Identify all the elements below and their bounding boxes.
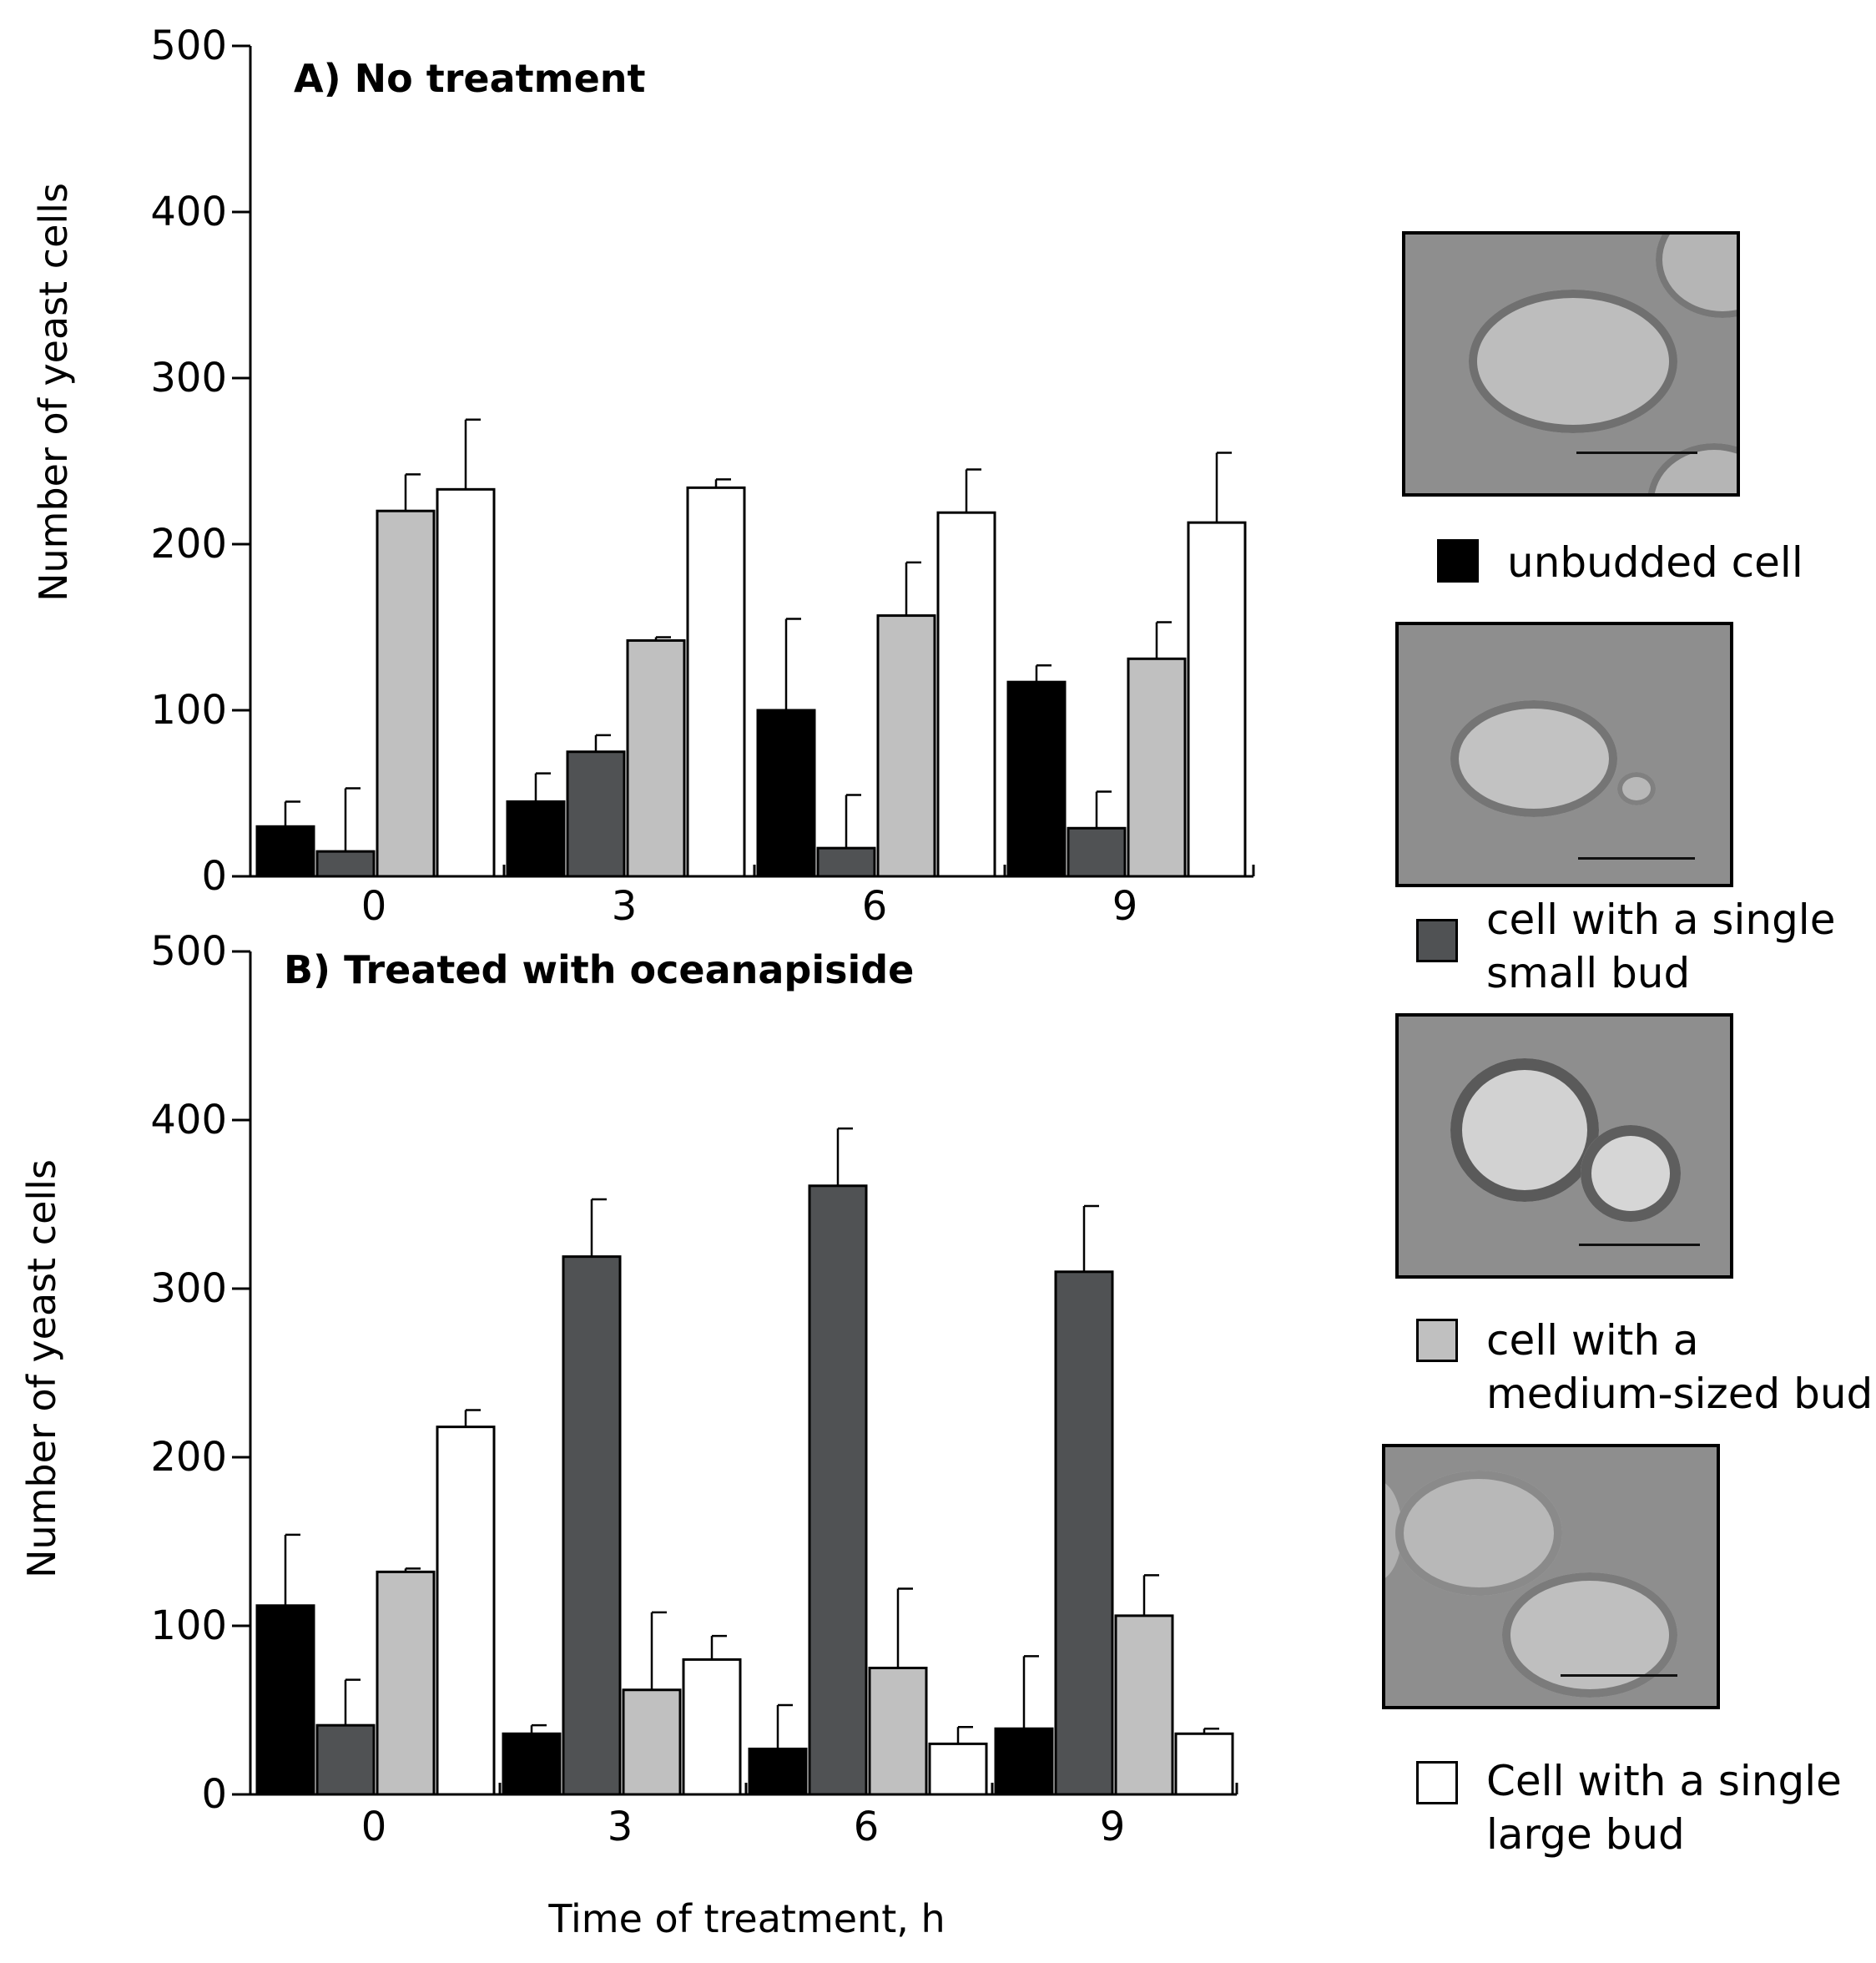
legend-label-unbudded-cell: unbudded cell bbox=[1507, 536, 1803, 589]
legend-line: small bud bbox=[1486, 949, 1691, 997]
bar bbox=[868, 1667, 928, 1796]
legend-swatch-medium-bud bbox=[1416, 1319, 1458, 1362]
legend-label-small-bud: cell with a single small bud bbox=[1486, 893, 1835, 1000]
legend-line: medium-sized bud bbox=[1486, 1370, 1873, 1418]
bar bbox=[994, 1727, 1054, 1796]
bar bbox=[928, 1742, 988, 1796]
micrograph-medium-bud bbox=[1395, 1013, 1733, 1279]
y-tick-label: 100 bbox=[150, 687, 227, 734]
x-tick-label: 0 bbox=[361, 1804, 387, 1850]
y-tick-label: 200 bbox=[150, 521, 227, 568]
bar bbox=[506, 800, 566, 878]
bar bbox=[1067, 826, 1127, 878]
x-tick-label: 3 bbox=[608, 1804, 633, 1850]
bar bbox=[622, 1688, 682, 1796]
bar bbox=[315, 850, 376, 878]
panel-a-y-axis-label: Number of yeast cells bbox=[31, 183, 76, 602]
legend-label-medium-bud: cell with a medium-sized bud bbox=[1486, 1314, 1873, 1421]
bar bbox=[626, 638, 686, 878]
bar bbox=[436, 1426, 496, 1796]
bar bbox=[1006, 680, 1067, 878]
panel-b-y-axis-label: Number of yeast cells bbox=[19, 1159, 64, 1578]
bar bbox=[686, 486, 746, 878]
x-tick-label: 9 bbox=[1100, 1804, 1126, 1850]
micrograph-unbudded-cell bbox=[1402, 231, 1740, 497]
panel-a-title: A) No treatment bbox=[294, 56, 646, 101]
y-tick-label: 0 bbox=[201, 853, 227, 900]
x-tick-label: 6 bbox=[862, 883, 888, 930]
panel-b-title: B) Treated with oceanapiside bbox=[284, 947, 914, 992]
panel-b: B) Treated with oceanapiside Number of y… bbox=[19, 928, 1238, 1850]
bar bbox=[808, 1184, 868, 1796]
legend-line: cell with a single bbox=[1486, 896, 1836, 944]
legend-swatch-unbudded-cell bbox=[1437, 539, 1479, 583]
y-tick-label: 200 bbox=[150, 1434, 227, 1481]
y-tick-label: 500 bbox=[150, 928, 227, 975]
legend-swatch-large-bud bbox=[1416, 1761, 1458, 1804]
y-tick-label: 0 bbox=[201, 1771, 227, 1818]
bar bbox=[1187, 521, 1247, 878]
bar bbox=[1054, 1270, 1114, 1796]
bar bbox=[816, 846, 876, 878]
y-tick-label: 300 bbox=[150, 355, 227, 401]
legend-line: large bud bbox=[1486, 1810, 1685, 1859]
bar bbox=[1127, 657, 1187, 878]
bar bbox=[1114, 1614, 1174, 1796]
x-tick-label: 3 bbox=[612, 883, 638, 930]
legend-line: unbudded cell bbox=[1507, 538, 1803, 587]
micrograph-small-bud bbox=[1395, 622, 1733, 887]
bar bbox=[255, 825, 315, 878]
bar bbox=[376, 1570, 436, 1796]
y-tick-label: 400 bbox=[150, 189, 227, 235]
panel-a: A) No treatment Number of yeast cells 0 1… bbox=[31, 23, 1255, 930]
legend-line: cell with a bbox=[1486, 1316, 1699, 1365]
micrograph-large-bud bbox=[1382, 1444, 1720, 1709]
y-tick-label: 300 bbox=[150, 1265, 227, 1312]
bar bbox=[682, 1658, 742, 1796]
bar bbox=[562, 1255, 622, 1796]
bar bbox=[876, 614, 936, 878]
bar bbox=[756, 709, 816, 878]
legend-label-large-bud: Cell with a single large bud bbox=[1486, 1754, 1842, 1861]
bar bbox=[566, 750, 626, 878]
bar bbox=[936, 511, 996, 878]
bar bbox=[436, 487, 496, 878]
legend-swatch-small-bud bbox=[1416, 919, 1458, 962]
bar bbox=[748, 1747, 808, 1796]
y-tick-label: 100 bbox=[150, 1602, 227, 1649]
bar bbox=[255, 1604, 315, 1796]
bar bbox=[502, 1732, 562, 1796]
y-tick-label: 400 bbox=[150, 1097, 227, 1143]
x-tick-label: 6 bbox=[854, 1804, 880, 1850]
x-tick-label: 9 bbox=[1112, 883, 1138, 930]
bar bbox=[315, 1723, 376, 1796]
y-tick-label: 500 bbox=[150, 23, 227, 69]
bar bbox=[376, 509, 436, 878]
x-axis-title: Time of treatment, h bbox=[547, 1896, 945, 1941]
legend-line: Cell with a single bbox=[1486, 1757, 1842, 1805]
x-tick-label: 0 bbox=[361, 883, 387, 930]
bar bbox=[1174, 1732, 1234, 1796]
